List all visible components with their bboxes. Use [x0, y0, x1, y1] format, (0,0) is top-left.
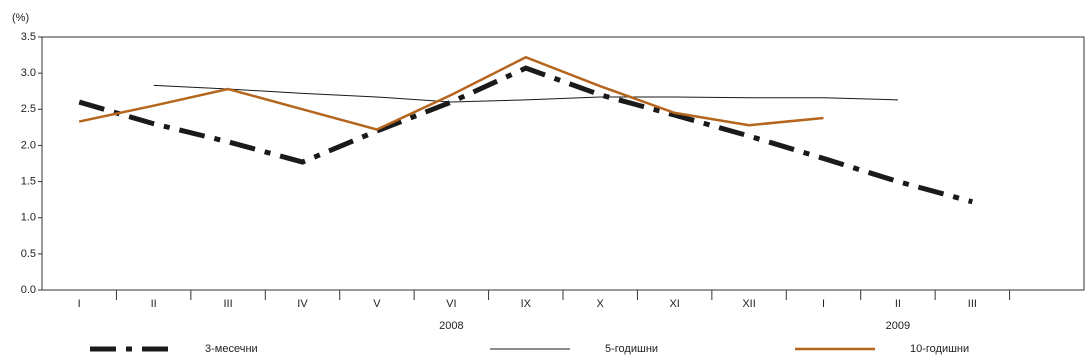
x-tick-label: II [151, 298, 157, 310]
legend-label: 3-месечни [205, 343, 258, 355]
x-tick-label: I [78, 298, 81, 310]
legend-label: 10-годишни [910, 343, 969, 355]
x-tick-label: III [968, 298, 977, 310]
year-label: 2009 [886, 320, 910, 332]
x-tick-label: XI [669, 298, 679, 310]
y-unit: (%) [12, 12, 29, 24]
series-line [153, 84, 898, 103]
y-tick-label: 1.5 [21, 175, 36, 187]
x-tick-label: XII [742, 298, 755, 310]
y-tick-label: 0.5 [21, 248, 36, 260]
x-tick-label: VI [446, 298, 456, 310]
x-tick-label: X [597, 298, 605, 310]
y-tick-label: 1.0 [21, 212, 36, 224]
series-line [78, 65, 974, 205]
y-tick-label: 3.5 [21, 31, 36, 43]
x-tick-label: IX [521, 298, 532, 310]
x-tick-label: III [223, 298, 232, 310]
x-tick-label: I [822, 298, 825, 310]
plot-frame [41, 36, 1085, 291]
y-tick-label: 2.0 [21, 139, 36, 151]
legend-label: 5-годишни [605, 343, 658, 355]
x-tick-label: II [895, 298, 901, 310]
x-tick-label: V [373, 298, 381, 310]
y-tick-label: 3.0 [21, 67, 36, 79]
x-tick-label: IV [297, 298, 308, 310]
year-label: 2008 [439, 320, 463, 332]
series-line [78, 55, 824, 131]
y-tick-label: 2.5 [21, 103, 36, 115]
y-tick-label: 0.0 [21, 284, 36, 296]
